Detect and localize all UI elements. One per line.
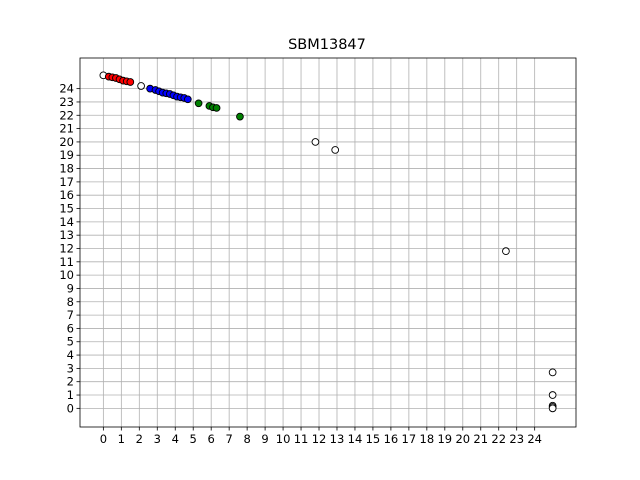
x-tick-label: 12 [312,432,327,446]
y-tick-label: 4 [67,348,74,362]
y-tick-label: 13 [59,228,74,242]
series-1 [104,72,135,86]
y-tick-label: 16 [59,188,74,202]
chart-title: SBM13847 [288,37,366,53]
data-point [126,78,135,86]
y-tick-label: 12 [59,241,74,255]
y-tick-label: 21 [59,122,74,136]
x-tick-label: 10 [276,432,291,446]
x-tick-label: 13 [330,432,345,446]
y-tick-label: 10 [59,268,74,282]
x-tick-label: 21 [473,432,488,446]
x-tick-label: 4 [172,432,179,446]
data-point [548,404,557,413]
y-tick-label: 15 [59,202,74,216]
grid-lines [80,58,576,427]
y-tick-label: 18 [59,162,74,176]
x-tick-label: 14 [348,432,363,446]
y-tick-label: 8 [67,295,74,309]
x-tick-label: 15 [366,432,381,446]
y-tick-label: 24 [59,82,74,96]
y-tick-label: 14 [59,215,74,229]
x-tick-label: 16 [384,432,399,446]
series-2 [146,84,192,104]
y-tick-label: 5 [67,335,74,349]
series-3 [194,99,244,121]
x-tick-label: 23 [509,432,524,446]
y-tick-label: 22 [59,108,74,122]
y-tick-label: 6 [67,321,74,335]
series-0 [99,71,557,413]
y-tick-label: 0 [67,401,74,415]
x-tick-label: 5 [190,432,197,446]
data-point [548,391,557,399]
y-tick-label: 23 [59,95,74,109]
x-tick-label: 3 [154,432,161,446]
data-point [194,99,203,108]
data-point [183,95,192,104]
axis-ticks: 0 1 2 3 4 5 6 7 8 9 10 11 12 13 14 15 16 17 18 19 20 21 22 23 24… [59,82,542,446]
y-tick-label: 20 [59,135,74,149]
y-tick-label: 9 [67,281,74,295]
y-tick-label: 17 [59,175,74,189]
data-point [502,247,510,256]
x-tick-label: 19 [437,432,452,446]
data-point [137,82,145,90]
x-tick-label: 17 [402,432,417,446]
x-tick-label: 22 [491,432,506,446]
x-tick-label: 9 [261,432,268,446]
data-point [212,104,221,112]
data-point [548,368,557,377]
x-tick-label: 0 [100,432,107,446]
x-tick-label: 7 [225,432,232,446]
x-tick-label: 18 [420,432,435,446]
plot-frame [79,57,577,428]
x-tick-label: 11 [294,432,309,446]
y-tick-label: 11 [59,255,74,269]
x-tick-label: 2 [136,432,143,446]
y-tick-label: 19 [59,148,74,162]
x-tick-label: 6 [208,432,215,446]
x-tick-label: 8 [243,432,250,446]
y-tick-label: 7 [67,308,74,322]
data-point [311,138,320,146]
data-point [236,112,244,121]
y-tick-label: 1 [67,388,74,402]
x-tick-label: 1 [118,432,125,446]
x-tick-label: 20 [455,432,470,446]
y-tick-label: 2 [67,375,74,389]
data-points [99,71,557,413]
data-point [331,146,340,154]
y-tick-label: 3 [67,361,74,375]
x-tick-label: 24 [527,432,542,446]
